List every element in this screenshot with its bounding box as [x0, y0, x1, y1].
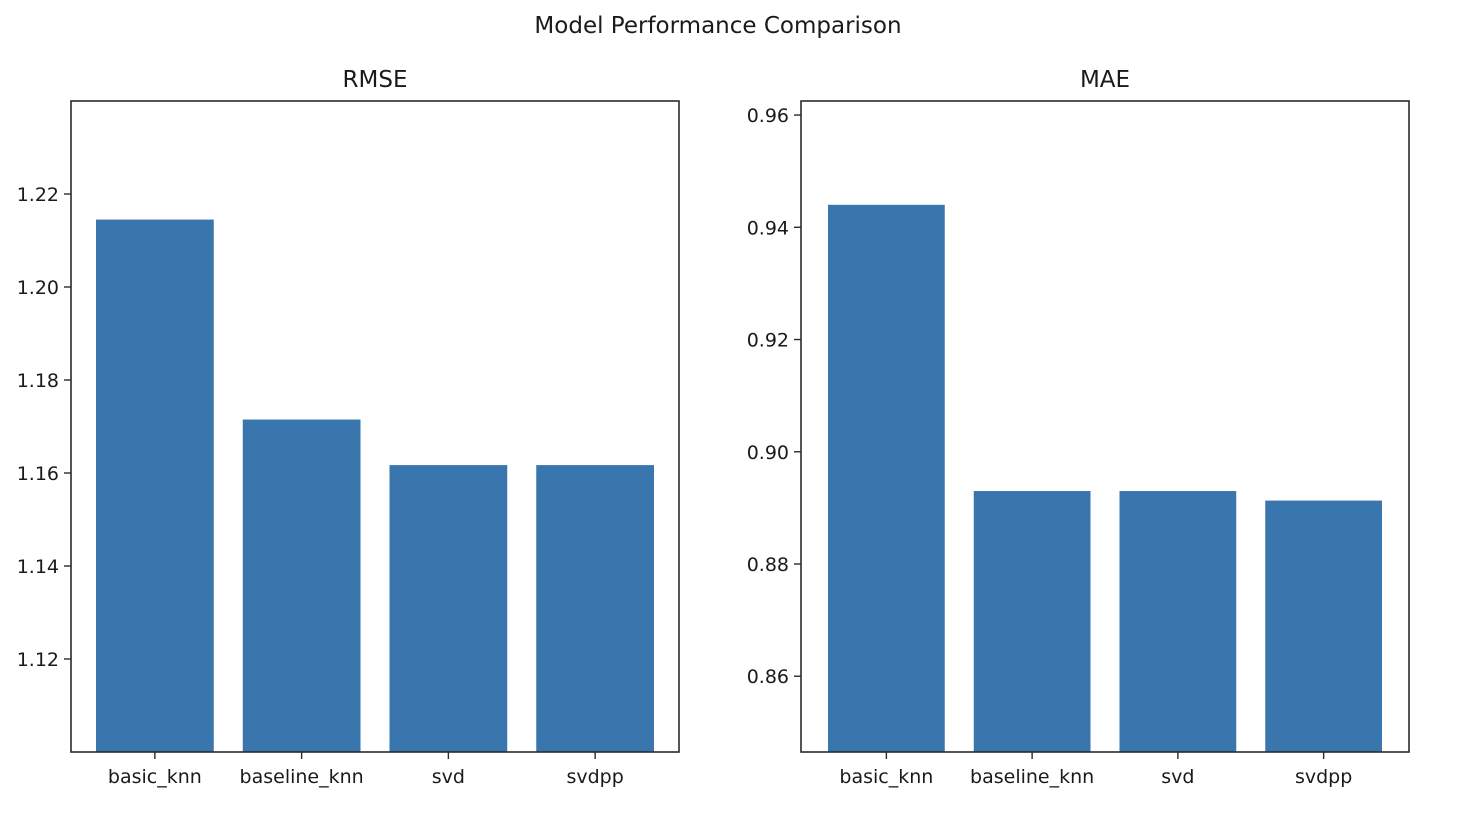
y-tick-label: 1.20 [17, 277, 59, 299]
bar-svd [389, 465, 508, 752]
y-tick-label: 0.86 [747, 666, 789, 688]
bar-svd [1119, 491, 1237, 752]
y-tick-label: 1.22 [17, 184, 59, 206]
subplot-mae: MAE basic_knn baseline_knn svd svdpp 0.86 0.88… [747, 67, 1410, 788]
axes-frame [800, 100, 1410, 753]
subplot-title: MAE [1080, 67, 1130, 93]
y-tick-label: 1.16 [17, 463, 59, 485]
y-tick-label: 0.94 [747, 217, 789, 239]
axes-frame [70, 100, 680, 753]
bar-basic_knn [96, 219, 214, 752]
subplot-title: RMSE [343, 67, 408, 93]
x-tick-label: basic_knn [108, 766, 202, 788]
bar-svdpp [1265, 500, 1382, 752]
x-tick-label: baseline_knn [970, 766, 1094, 788]
y-tick-label: 1.14 [17, 556, 59, 578]
y-tick-label: 0.88 [747, 554, 789, 576]
bar-baseline_knn [973, 491, 1091, 752]
bar-baseline_knn [242, 419, 361, 752]
figure-title: Model Performance Comparison [534, 13, 901, 39]
y-tick-label: 1.18 [17, 370, 59, 392]
x-tick-label: svd [432, 766, 465, 788]
x-tick-label: svdpp [566, 766, 623, 788]
x-tick-label: baseline_knn [240, 766, 364, 788]
bar-svdpp [536, 465, 654, 752]
y-tick-label: 0.90 [747, 442, 789, 464]
y-tick-label: 0.96 [747, 105, 789, 127]
subplot-rmse: RMSE basic_knn baseline_knn svd svdpp 1.12 1.1… [17, 67, 680, 788]
y-tick-label: 1.12 [17, 649, 59, 671]
x-tick-label: basic_knn [839, 766, 933, 788]
bar-basic_knn [828, 204, 945, 753]
y-tick-label: 0.92 [747, 330, 789, 352]
x-tick-label: svd [1161, 766, 1194, 788]
x-tick-label: svdpp [1295, 766, 1352, 788]
